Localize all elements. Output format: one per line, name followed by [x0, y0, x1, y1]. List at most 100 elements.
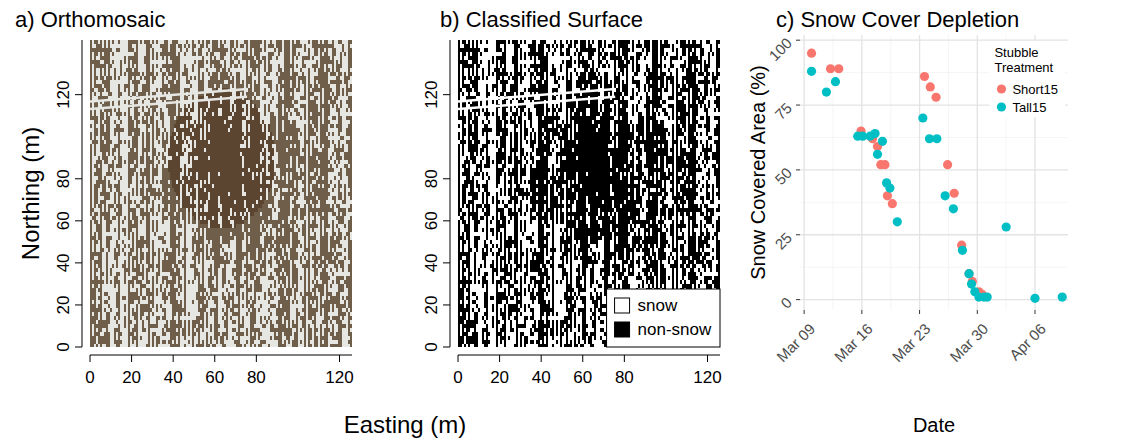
image-cell — [226, 264, 228, 288]
image-cell — [210, 68, 212, 76]
image-cell — [182, 152, 184, 156]
image-cell — [260, 292, 262, 304]
image-cell — [224, 244, 226, 252]
image-cell — [240, 276, 242, 284]
image-cell — [162, 272, 164, 276]
image-cell — [194, 48, 196, 52]
image-cell — [474, 296, 476, 300]
image-cell — [232, 64, 234, 76]
image-cell — [116, 148, 118, 164]
image-cell — [170, 276, 172, 280]
image-cell — [230, 232, 232, 236]
image-cell — [194, 120, 196, 124]
image-cell — [302, 184, 304, 188]
image-cell — [332, 108, 334, 116]
image-cell — [460, 92, 462, 116]
image-cell — [200, 140, 202, 180]
image-cell — [258, 264, 260, 276]
image-cell — [114, 152, 116, 156]
image-cell — [328, 72, 330, 84]
image-cell — [244, 232, 246, 252]
image-cell — [104, 304, 106, 308]
image-cell — [134, 228, 136, 256]
image-cell — [152, 44, 154, 48]
image-cell — [248, 40, 250, 56]
image-cell — [190, 176, 192, 188]
image-cell — [176, 72, 178, 80]
image-cell — [168, 148, 170, 156]
image-cell — [274, 296, 276, 304]
image-cell — [96, 88, 98, 100]
image-cell — [232, 48, 234, 52]
image-cell — [106, 248, 108, 252]
image-cell — [328, 172, 330, 184]
image-cell — [248, 172, 250, 212]
image-cell — [126, 272, 128, 347]
image-cell — [234, 68, 236, 92]
image-cell — [106, 232, 108, 236]
image-cell — [300, 320, 302, 328]
image-cell — [232, 316, 234, 320]
image-cell — [248, 136, 250, 148]
image-cell — [264, 148, 266, 200]
image-cell — [270, 316, 272, 320]
image-cell — [184, 316, 186, 320]
image-cell — [340, 132, 342, 136]
image-cell — [478, 68, 480, 76]
image-cell — [316, 56, 318, 60]
image-cell — [166, 72, 168, 76]
image-cell — [316, 176, 318, 180]
image-cell — [132, 68, 134, 72]
image-cell — [148, 152, 150, 156]
image-cell — [182, 312, 184, 328]
image-cell — [260, 64, 262, 112]
image-cell — [134, 120, 136, 128]
image-cell — [272, 48, 274, 52]
image-cell — [276, 60, 278, 72]
image-cell — [264, 232, 266, 236]
image-cell — [334, 164, 336, 176]
image-cell — [140, 80, 142, 92]
image-cell — [342, 320, 344, 324]
image-cell — [298, 48, 300, 52]
image-cell — [106, 152, 108, 156]
image-cell — [106, 296, 108, 300]
image-cell — [124, 312, 126, 316]
image-cell — [334, 84, 336, 96]
image-cell — [132, 196, 134, 208]
image-cell — [222, 312, 224, 316]
image-cell — [158, 164, 160, 188]
image-cell — [98, 92, 100, 96]
image-cell — [220, 116, 222, 204]
image-cell — [102, 196, 104, 200]
image-cell — [176, 224, 178, 236]
image-cell — [204, 292, 206, 296]
image-cell — [346, 300, 348, 308]
image-cell — [154, 236, 156, 252]
image-cell — [192, 268, 194, 280]
image-cell — [266, 76, 268, 80]
image-cell — [282, 248, 284, 256]
image-cell — [144, 300, 146, 304]
image-cell — [464, 144, 466, 160]
image-cell — [340, 240, 342, 244]
image-cell — [188, 344, 190, 347]
image-cell — [108, 232, 110, 236]
image-cell — [194, 148, 196, 156]
image-cell — [336, 220, 338, 224]
image-cell — [218, 52, 220, 60]
image-cell — [316, 264, 318, 268]
image-cell — [160, 184, 162, 192]
image-cell — [294, 300, 296, 324]
image-cell — [174, 80, 176, 84]
image-cell — [310, 212, 312, 224]
image-cell — [142, 220, 144, 236]
image-cell — [102, 136, 104, 140]
image-cell — [98, 284, 100, 288]
image-cell — [246, 116, 248, 120]
image-cell — [274, 184, 276, 188]
image-cell — [320, 316, 322, 324]
image-cell — [152, 316, 154, 324]
image-cell — [290, 108, 292, 112]
image-cell — [168, 188, 170, 192]
